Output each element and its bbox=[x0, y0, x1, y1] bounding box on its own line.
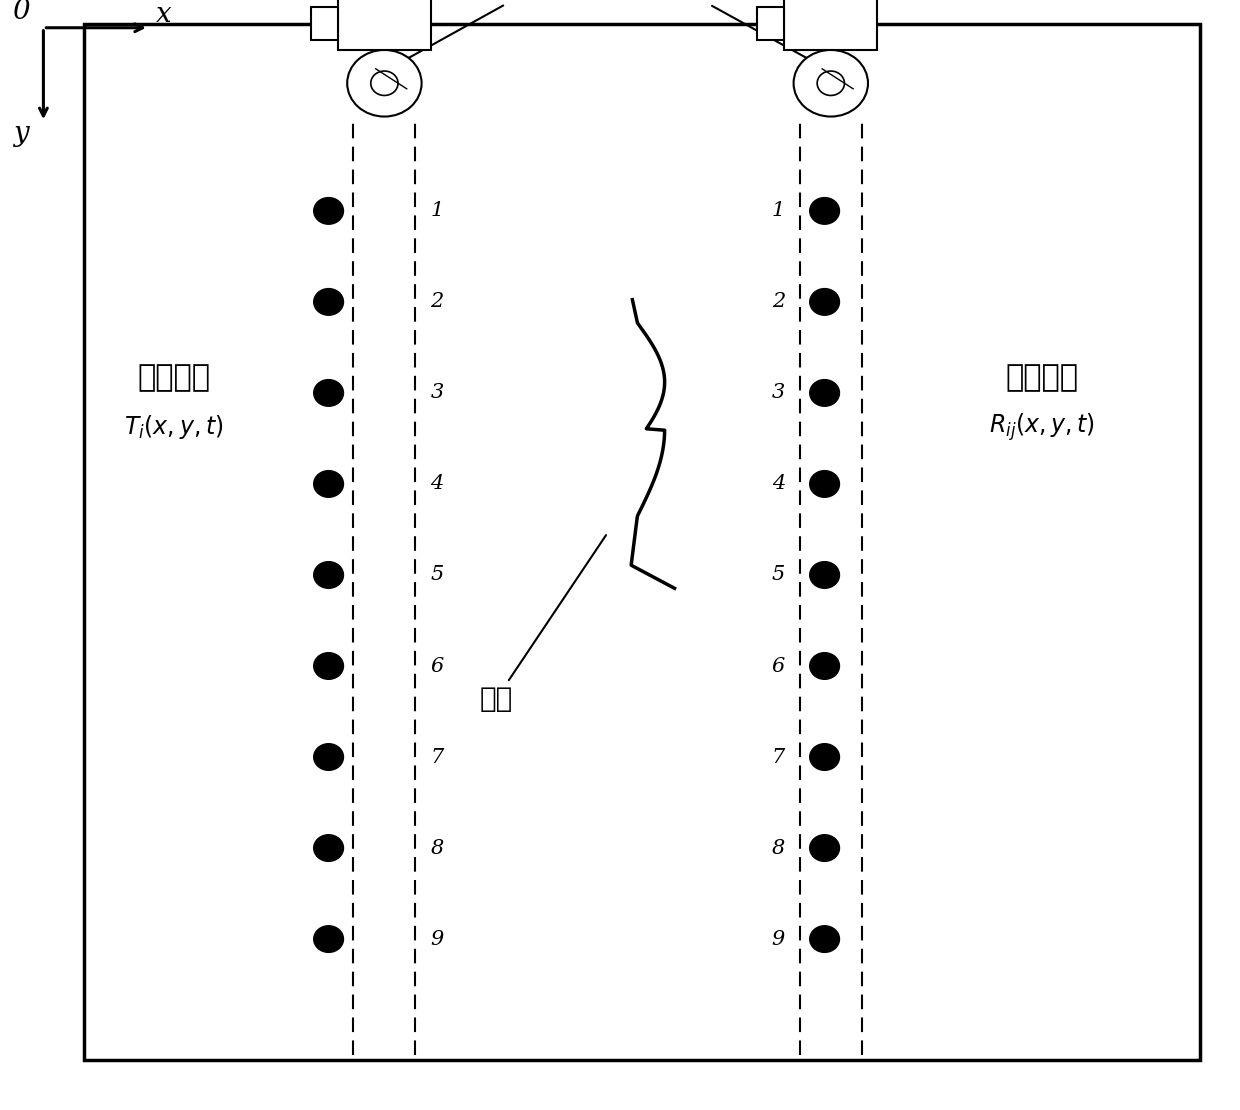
Circle shape bbox=[810, 926, 839, 952]
Text: 2: 2 bbox=[430, 292, 444, 312]
Bar bbox=[84, 24, 1200, 1060]
Circle shape bbox=[810, 198, 839, 224]
Circle shape bbox=[371, 71, 398, 95]
Text: 4: 4 bbox=[430, 474, 444, 494]
Circle shape bbox=[810, 653, 839, 679]
Text: 4: 4 bbox=[771, 474, 785, 494]
Text: 1: 1 bbox=[771, 201, 785, 221]
Text: 7: 7 bbox=[771, 747, 785, 767]
Circle shape bbox=[810, 289, 839, 315]
Circle shape bbox=[810, 835, 839, 861]
Bar bbox=[337, 0, 432, 50]
Text: 4a: 4a bbox=[405, 0, 558, 60]
Text: 6: 6 bbox=[771, 656, 785, 676]
Circle shape bbox=[810, 744, 839, 770]
Bar bbox=[310, 7, 337, 40]
Text: 5: 5 bbox=[771, 565, 785, 585]
Text: 5: 5 bbox=[430, 565, 444, 585]
Text: 接收信号: 接收信号 bbox=[1006, 363, 1078, 392]
Circle shape bbox=[314, 198, 343, 224]
Text: 4b: 4b bbox=[656, 0, 810, 60]
Circle shape bbox=[314, 562, 343, 588]
Circle shape bbox=[794, 50, 868, 117]
Text: 2: 2 bbox=[771, 292, 785, 312]
Text: 7: 7 bbox=[430, 747, 444, 767]
Text: 8: 8 bbox=[430, 838, 444, 858]
Text: y: y bbox=[14, 120, 29, 147]
Text: 3: 3 bbox=[771, 383, 785, 403]
Text: x: x bbox=[156, 1, 171, 28]
Text: 9: 9 bbox=[771, 929, 785, 949]
Circle shape bbox=[314, 653, 343, 679]
Circle shape bbox=[817, 71, 844, 95]
Text: 1: 1 bbox=[430, 201, 444, 221]
Bar bbox=[756, 7, 784, 40]
Circle shape bbox=[810, 471, 839, 497]
Circle shape bbox=[314, 926, 343, 952]
Text: $T_i(x,y,t)$: $T_i(x,y,t)$ bbox=[124, 413, 223, 442]
Bar bbox=[784, 0, 878, 50]
Text: 激励信号: 激励信号 bbox=[138, 363, 210, 392]
Circle shape bbox=[314, 835, 343, 861]
Circle shape bbox=[810, 562, 839, 588]
Circle shape bbox=[314, 471, 343, 497]
Text: 裂缝: 裂缝 bbox=[480, 535, 606, 714]
Circle shape bbox=[314, 744, 343, 770]
Circle shape bbox=[314, 289, 343, 315]
Text: $R_{ij}(x,y,t)$: $R_{ij}(x,y,t)$ bbox=[988, 412, 1095, 443]
Text: 6: 6 bbox=[430, 656, 444, 676]
Text: 8: 8 bbox=[771, 838, 785, 858]
Circle shape bbox=[810, 380, 839, 406]
Circle shape bbox=[314, 380, 343, 406]
Text: 9: 9 bbox=[430, 929, 444, 949]
Circle shape bbox=[347, 50, 422, 117]
Text: 0: 0 bbox=[12, 0, 30, 24]
Text: 3: 3 bbox=[430, 383, 444, 403]
